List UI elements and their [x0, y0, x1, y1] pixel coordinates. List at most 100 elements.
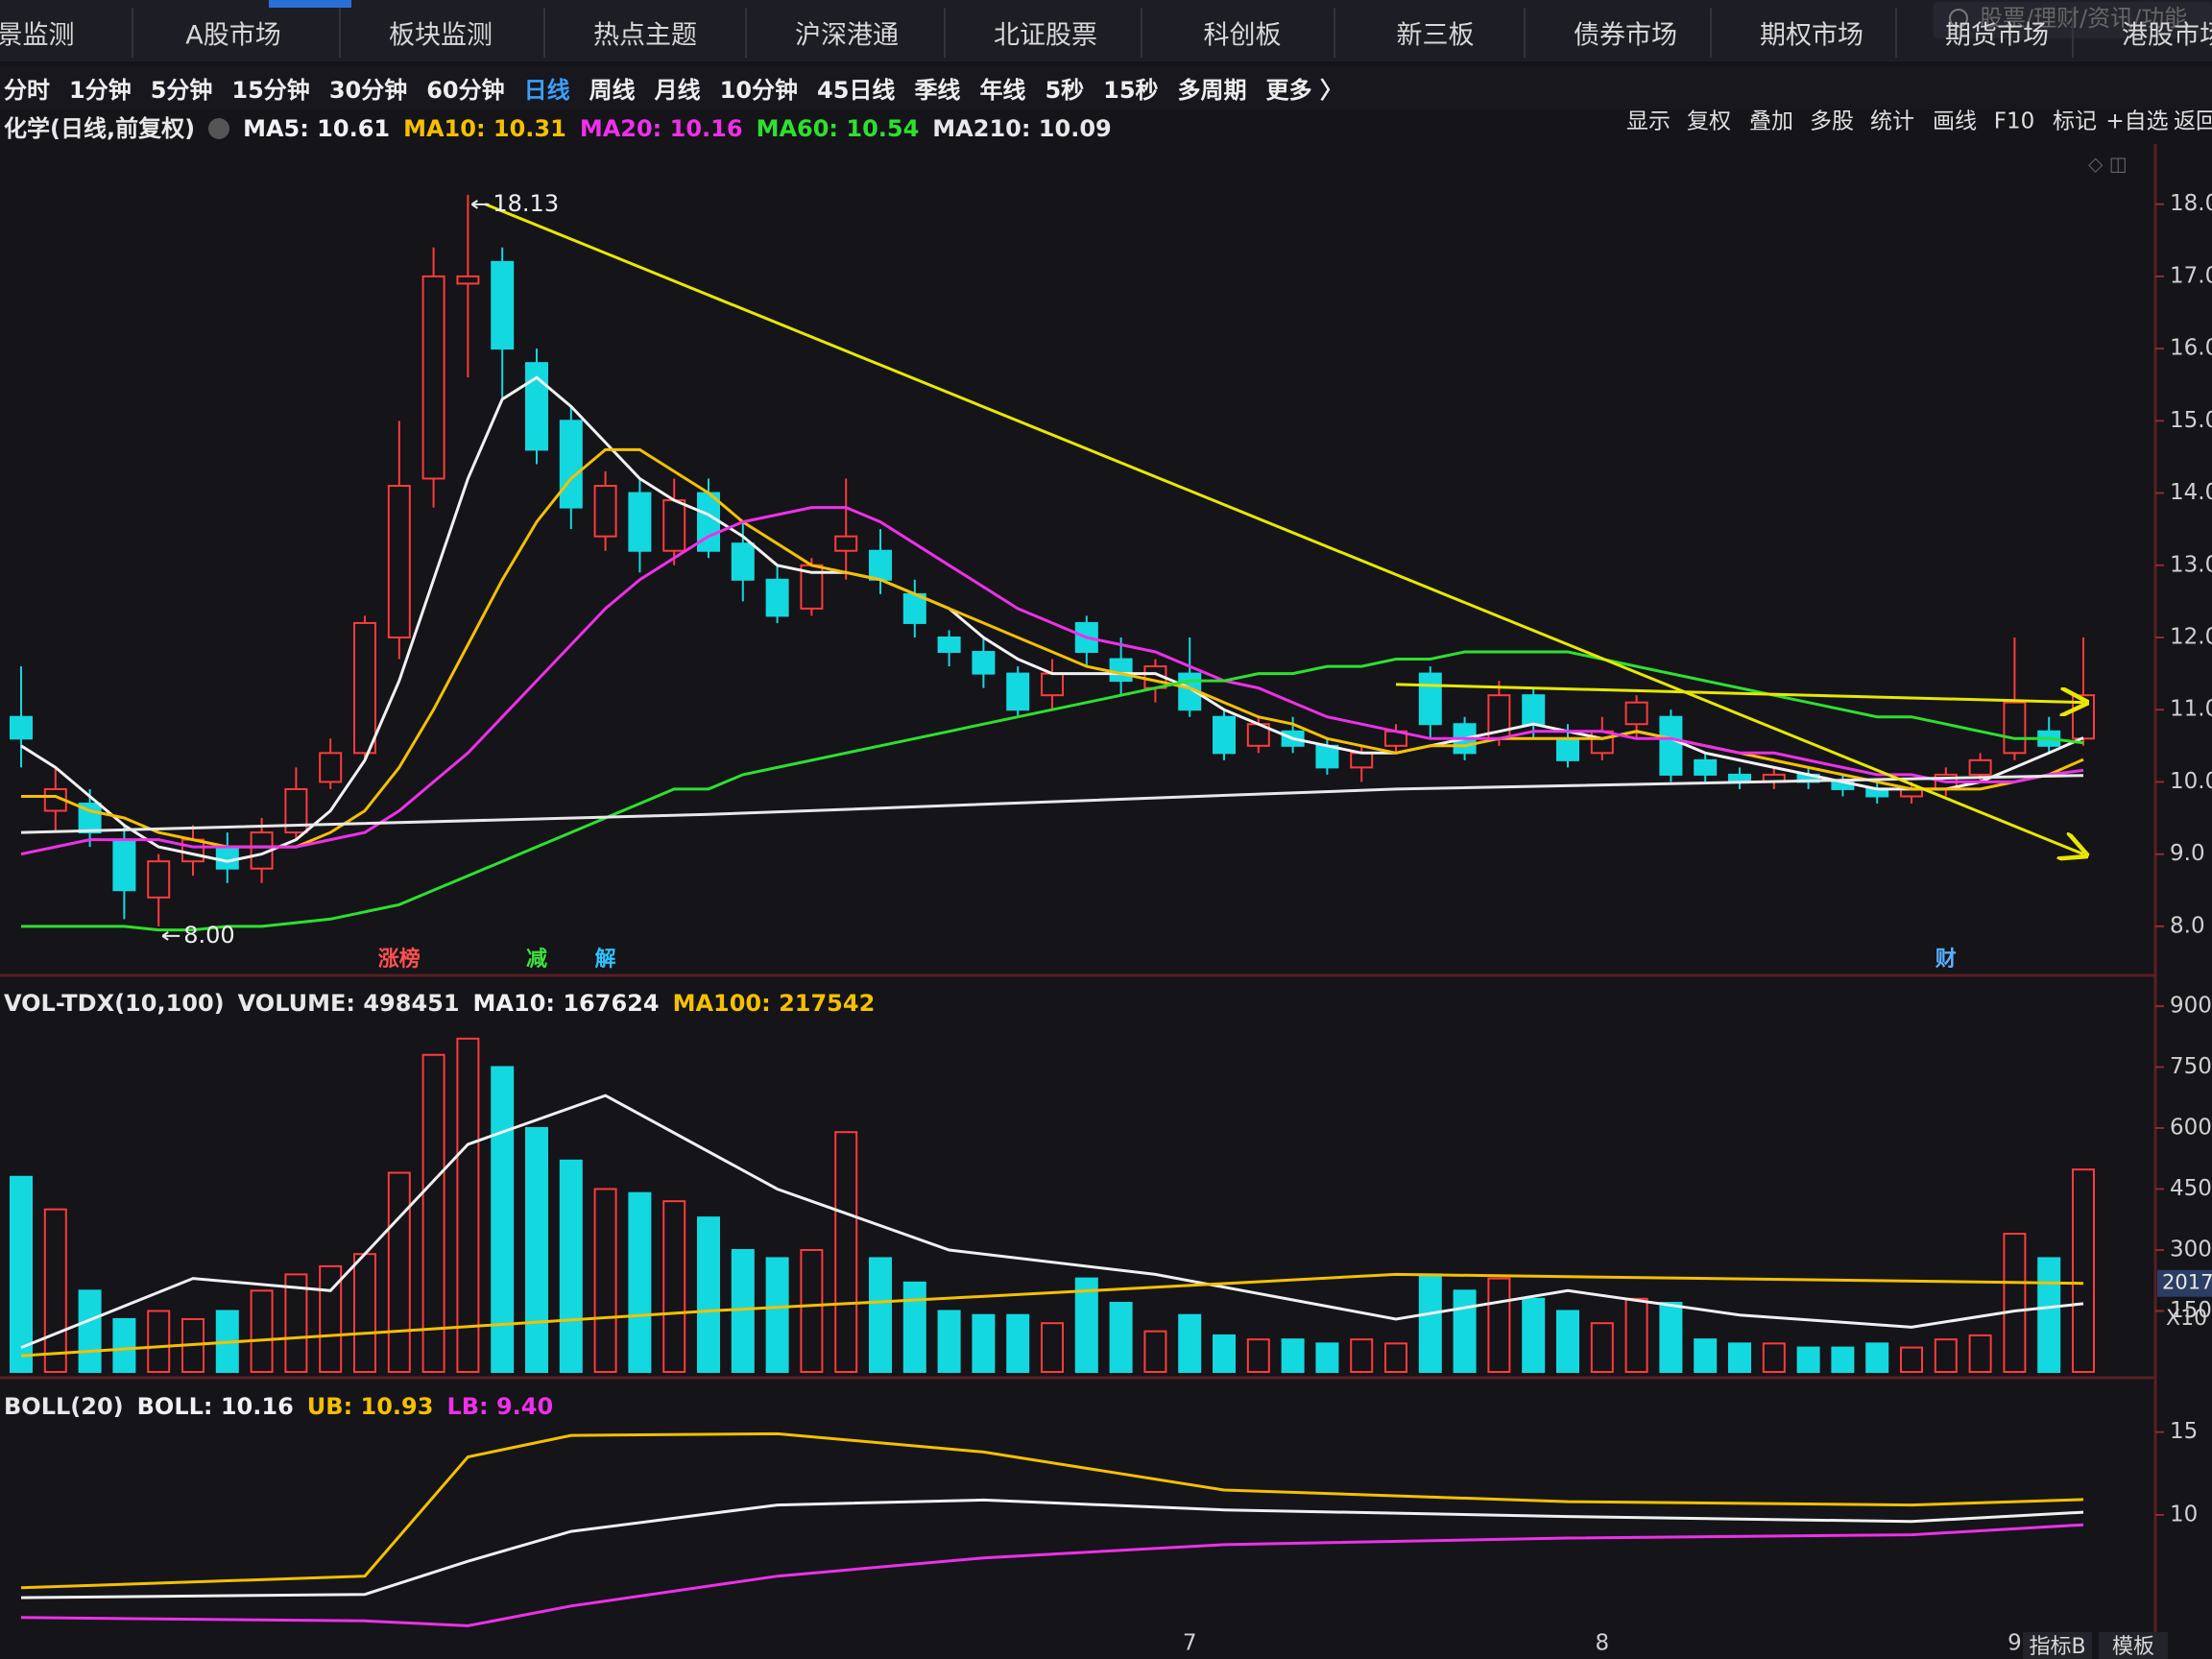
period[interactable]: 季线 — [914, 77, 960, 104]
candle-body — [1350, 752, 1374, 769]
volume-bar — [491, 1066, 515, 1373]
period[interactable]: 30分钟 — [329, 77, 407, 104]
tab[interactable]: 板块监测 — [389, 21, 493, 51]
period[interactable]: 1分钟 — [69, 77, 132, 104]
tab-indicator — [269, 0, 351, 8]
y-tick-label: 9.0 — [2170, 841, 2205, 866]
period[interactable]: 10分钟 — [720, 77, 798, 104]
volume-bar — [1213, 1334, 1236, 1374]
annotation-arrow — [470, 200, 490, 209]
trendline[interactable] — [484, 203, 2083, 854]
candle-body — [937, 636, 961, 654]
volume-bar — [2072, 1168, 2095, 1373]
volume-bar — [1831, 1346, 1855, 1373]
candle-body — [834, 535, 858, 552]
y-tick-label: 17.0 — [2170, 263, 2212, 288]
volume-bar — [1728, 1342, 1751, 1373]
volume-bar — [78, 1289, 102, 1373]
volume-bar — [2037, 1257, 2061, 1373]
tool[interactable]: 标记 — [2053, 109, 2097, 134]
y-tick-label: 10 — [2170, 1502, 2198, 1527]
event-label[interactable]: 减 — [526, 947, 547, 972]
tab[interactable]: 期权市场 — [1760, 21, 1863, 51]
trendline[interactable] — [1395, 683, 2083, 703]
volume-bar — [1041, 1322, 1064, 1374]
volume-bar — [972, 1313, 996, 1373]
tab[interactable]: A股市场 — [185, 21, 280, 51]
period[interactable]: 更多 〉 — [1266, 77, 1343, 104]
volume-bar — [1418, 1273, 1442, 1373]
candle-body — [181, 838, 204, 863]
tool[interactable]: 画线 — [1933, 109, 1977, 134]
period[interactable]: 15秒 — [1103, 77, 1158, 104]
tab[interactable]: 新三板 — [1397, 21, 1475, 51]
candle-body — [628, 492, 652, 552]
ma5-line — [20, 375, 2084, 863]
period[interactable]: 15分钟 — [231, 77, 309, 104]
volume-bar — [1762, 1342, 1786, 1373]
period[interactable]: 分时 — [4, 77, 50, 104]
period[interactable]: 60分钟 — [426, 77, 504, 104]
scale-label: X10 — [2166, 1307, 2207, 1331]
toolbar-icon[interactable]: ◇ ◫ — [2088, 153, 2128, 176]
y-tick-label: 150 — [2170, 1298, 2212, 1323]
tab[interactable]: 景监测 — [0, 21, 75, 51]
period[interactable]: 多周期 — [1178, 77, 1247, 104]
legend-entry: MA100: 217542 — [673, 990, 876, 1017]
tool[interactable]: 复权 — [1687, 109, 1731, 134]
ma10-line — [20, 1094, 2084, 1349]
volume-bar — [387, 1171, 411, 1373]
event-label[interactable]: 解 — [595, 947, 616, 972]
tool[interactable]: +自选 — [2105, 109, 2168, 134]
tab[interactable]: 沪深港通 — [795, 21, 899, 51]
tab[interactable]: 港股市场 — [2122, 21, 2212, 51]
period-bar — [0, 67, 2212, 109]
volume-bar — [765, 1257, 789, 1373]
period[interactable]: 45日线 — [817, 77, 895, 104]
tool[interactable]: 多股 — [1810, 109, 1854, 134]
volume-bar — [250, 1289, 274, 1373]
bottom-tab[interactable]: 指标B — [2029, 1635, 2085, 1659]
period[interactable]: 月线 — [654, 77, 701, 104]
tab[interactable]: 期货市场 — [1945, 21, 2049, 51]
period[interactable]: 5秒 — [1045, 77, 1084, 104]
candle-body — [869, 549, 892, 581]
dropdown-icon[interactable] — [208, 118, 229, 139]
annotation: 8.00 — [183, 922, 234, 949]
volume-bar — [1865, 1342, 1889, 1373]
bottom-tab[interactable]: 模板 — [2112, 1635, 2154, 1659]
ma60-line — [21, 650, 2084, 932]
volume-bar — [147, 1310, 171, 1374]
ma210-line — [20, 774, 2084, 834]
annotation-arrow — [161, 931, 180, 941]
tool[interactable]: 叠加 — [1749, 109, 1793, 134]
boll-line — [20, 1498, 2084, 1599]
candle-body — [525, 362, 548, 451]
tab[interactable]: 科创板 — [1204, 21, 1282, 51]
volume-bar — [421, 1053, 445, 1373]
period[interactable]: 日线 — [524, 77, 570, 104]
candle-body — [1694, 758, 1718, 776]
volume-bar — [319, 1264, 343, 1374]
volume-bar — [1556, 1310, 1579, 1374]
period[interactable]: 5分钟 — [151, 77, 213, 104]
period[interactable]: 年线 — [979, 77, 1025, 104]
event-label[interactable]: 涨榜 — [378, 947, 421, 972]
volume-bar — [1522, 1297, 1546, 1373]
tool[interactable]: 统计 — [1870, 109, 1914, 134]
tab[interactable]: 北证股票 — [994, 21, 1097, 51]
candle-body — [1041, 672, 1064, 697]
tool[interactable]: F10 — [1994, 109, 2035, 134]
tab[interactable]: 债券市场 — [1574, 21, 1677, 51]
legend-entry: MA20: 10.16 — [580, 115, 743, 142]
candle-body — [421, 275, 445, 480]
tool[interactable]: 显示 — [1626, 109, 1671, 134]
volume-bar — [1659, 1302, 1683, 1373]
tab[interactable]: 热点主题 — [593, 21, 697, 51]
tool[interactable]: 返回 — [2174, 109, 2212, 134]
period[interactable]: 周线 — [589, 77, 636, 104]
event-label[interactable]: 财 — [1936, 948, 1957, 972]
volume-bar — [1453, 1289, 1477, 1373]
volume-bar — [1934, 1338, 1958, 1374]
